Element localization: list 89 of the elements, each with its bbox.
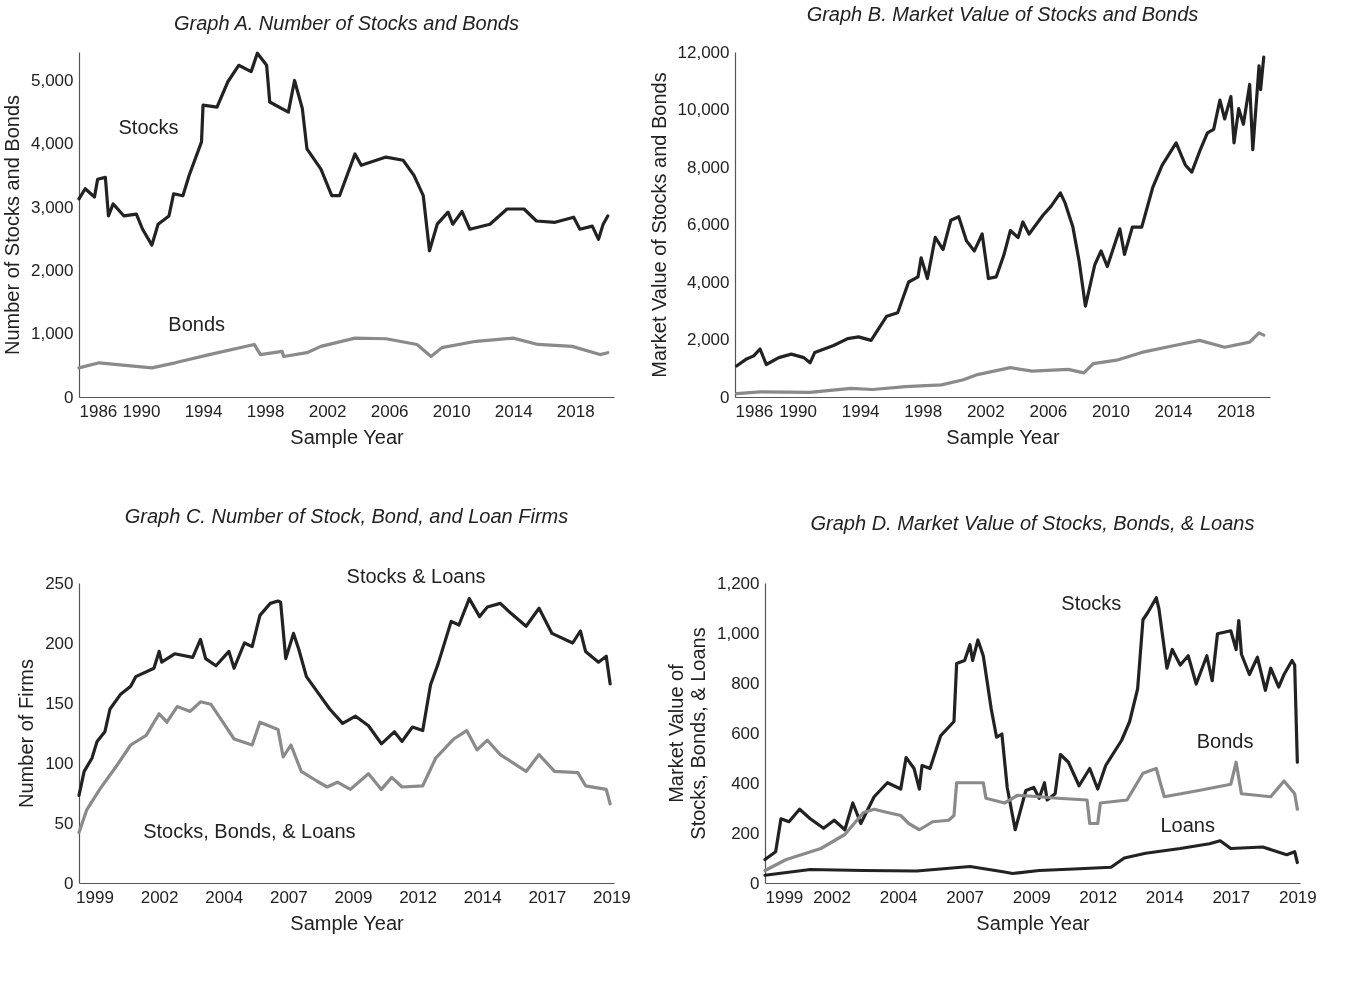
x-axis-title: Sample Year [976, 911, 1091, 934]
y-tick-label: 100 [45, 753, 74, 773]
y-tick-label: 150 [45, 693, 74, 713]
x-tick-label: 2004 [879, 887, 918, 907]
y-tick-label: 0 [750, 873, 760, 893]
x-axis-title: Sample Year [290, 911, 405, 934]
series-label: Stocks & Loans [346, 565, 486, 587]
x-tick-label: 1986 [735, 401, 774, 421]
x-tick-label: 2018 [1217, 401, 1255, 421]
x-tick-label: 2012 [399, 887, 437, 907]
x-tick-label: 2004 [205, 887, 244, 907]
chart-title: Graph A. Number of Stocks and Bonds [174, 11, 519, 34]
x-tick-label: 1986 [79, 401, 118, 421]
x-tick-label: 1994 [184, 401, 223, 421]
x-tick-label: 2002 [140, 887, 179, 907]
y-tick-label: 12,000 [677, 42, 730, 62]
line-series [734, 55, 1266, 368]
x-tick-label: 1999 [765, 887, 804, 907]
y-tick-label: 1,000 [716, 623, 760, 643]
x-tick-label: 1990 [779, 401, 817, 421]
y-tick-label: 2,000 [30, 260, 74, 280]
y-axis-title: Number of Firms [15, 659, 38, 808]
chart-title: Graph C. Number of Stock, Bond, and Loan Firms [124, 505, 569, 527]
x-axis-title: Sample Year [946, 425, 1061, 448]
y-axis-title: Market Value of Stocks, Bonds, & Loans [664, 627, 709, 840]
y-tick-label: 0 [720, 387, 730, 407]
x-tick-label: 2014 [1145, 887, 1184, 907]
y-tick-label: 800 [731, 673, 760, 693]
x-tick-label: 2019 [593, 887, 631, 907]
y-tick-label: 2,000 [686, 330, 730, 349]
y-tick-label: 6,000 [686, 215, 730, 234]
x-tick-label: 2012 [1079, 887, 1118, 907]
y-tick-label: 250 [45, 573, 74, 593]
x-axis-title: Sample Year [290, 425, 405, 448]
x-tick-label: 2002 [308, 401, 347, 421]
line-series [763, 839, 1299, 877]
x-tick-label: 2019 [1278, 887, 1317, 907]
x-tick-label: 2014 [463, 887, 502, 907]
x-tick-label: 1994 [841, 401, 880, 421]
y-tick-label: 5,000 [30, 70, 74, 90]
x-tick-label: 2007 [269, 887, 308, 907]
chart-title: Graph B. Market Value of Stocks and Bonds [806, 3, 1199, 25]
y-tick-label: 10,000 [677, 100, 730, 119]
line-series [763, 760, 1299, 873]
line-series [77, 336, 610, 370]
x-tick-label: 2009 [334, 887, 373, 907]
x-tick-label: 2006 [370, 401, 409, 421]
y-tick-label: 0 [64, 387, 74, 407]
y-axis-title: Market Value of Stocks and Bonds [647, 72, 670, 378]
x-tick-label: 1999 [76, 887, 114, 907]
chart-title: Graph D. Market Value of Stocks, Bonds, & Loans [810, 512, 1255, 534]
y-tick-label: 200 [731, 823, 760, 843]
x-tick-label: 2010 [1092, 401, 1130, 421]
x-tick-label: 2010 [432, 401, 471, 421]
x-tick-label: 2009 [1012, 887, 1051, 907]
x-tick-label: 2014 [1154, 401, 1193, 421]
series-label: Loans [1160, 814, 1215, 836]
line-series [763, 596, 1299, 862]
x-tick-label: 1990 [122, 401, 161, 421]
x-tick-label: 1998 [246, 401, 285, 421]
y-tick-label: 4,000 [30, 134, 74, 154]
series-label: Bonds [168, 312, 226, 335]
y-tick-label: 1,000 [30, 324, 74, 344]
x-tick-label: 1998 [904, 401, 943, 421]
y-tick-label: 8,000 [686, 157, 730, 177]
series-label: Bonds [1196, 730, 1254, 752]
y-tick-label: 50 [54, 813, 74, 833]
y-tick-label: 4,000 [686, 272, 730, 292]
x-tick-label: 2014 [494, 401, 533, 421]
y-tick-label: 600 [731, 723, 760, 743]
x-tick-label: 2007 [946, 887, 985, 907]
series-label: Stocks [118, 115, 179, 138]
y-tick-label: 1,200 [716, 573, 760, 593]
x-tick-label: 2018 [556, 401, 595, 421]
y-tick-label: 400 [731, 773, 760, 793]
x-tick-label: 2017 [1212, 887, 1251, 907]
y-tick-label: 3,000 [30, 197, 74, 217]
series-label: Stocks, Bonds, & Loans [143, 820, 356, 842]
line-series [77, 597, 612, 797]
line-series [734, 331, 1266, 396]
y-tick-label: 0 [64, 873, 74, 893]
x-tick-label: 2006 [1029, 401, 1068, 421]
y-tick-label: 200 [45, 633, 74, 653]
y-axis-title: Number of Stocks and Bonds [0, 94, 23, 356]
line-series [77, 51, 610, 253]
x-tick-label: 2002 [966, 401, 1005, 421]
x-tick-label: 2017 [528, 887, 567, 907]
x-tick-label: 2002 [813, 887, 851, 907]
series-label: Stocks [1061, 592, 1122, 614]
